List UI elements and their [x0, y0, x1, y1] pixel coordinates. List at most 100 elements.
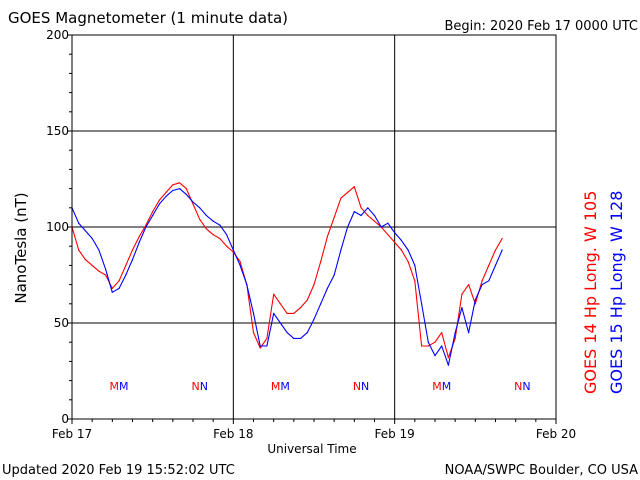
data-point: [84, 259, 86, 261]
data-point: [421, 303, 423, 305]
axes: 0 50 100 150 200 Feb 17 Feb 18 Feb 19 Feb 20: [46, 28, 576, 441]
data-point: [488, 264, 490, 266]
data-point: [179, 188, 181, 190]
data-point: [367, 207, 369, 209]
data-point: [111, 291, 113, 293]
data-point: [125, 264, 127, 266]
y-tick-label: 150: [46, 124, 69, 138]
data-point: [454, 332, 456, 334]
data-point: [494, 249, 497, 251]
data-point: [172, 189, 174, 192]
data-point: [501, 237, 503, 240]
data-point: [98, 270, 100, 272]
data-point: [320, 303, 322, 305]
data-point: [407, 249, 409, 251]
data-point: [185, 193, 187, 195]
annotations: MM NN MM NN MM NN: [110, 380, 531, 393]
source-label: NOAA/SWPC Boulder, CO USA: [445, 463, 638, 478]
data-point: [353, 211, 355, 213]
data-point: [145, 226, 147, 228]
data-point: [172, 184, 174, 186]
data-point: [185, 188, 187, 190]
data-point: [340, 197, 342, 199]
annotation-mm: MM: [432, 380, 451, 393]
data-point: [488, 280, 490, 282]
data-point: [387, 222, 389, 224]
data-point: [306, 299, 308, 301]
data-point: [494, 264, 497, 266]
series-goes14: [71, 182, 503, 359]
data-point: [427, 341, 429, 343]
data-point: [447, 364, 449, 366]
data-point: [300, 307, 302, 309]
data-point: [306, 332, 308, 334]
data-point: [326, 287, 328, 289]
data-point: [481, 280, 483, 282]
annotation-mm: MM: [271, 380, 290, 393]
data-point: [279, 303, 281, 305]
grid: [72, 35, 556, 419]
data-point: [333, 274, 335, 276]
data-point: [111, 287, 113, 289]
data-point: [158, 199, 160, 201]
data-point: [219, 237, 221, 240]
data-point: [84, 230, 86, 232]
annotation-nn: NN: [191, 380, 207, 393]
data-point: [414, 280, 416, 282]
data-point: [501, 249, 503, 251]
data-point: [313, 318, 315, 320]
data-point: [158, 203, 160, 205]
x-tick-label: Feb 18: [213, 427, 253, 441]
data-point: [481, 284, 483, 286]
data-point: [286, 312, 288, 314]
y-tick-label: 200: [46, 28, 69, 42]
data-point: [252, 312, 255, 314]
data-point: [461, 293, 463, 295]
data-point: [447, 357, 449, 359]
data-point: [179, 182, 181, 184]
data-point: [118, 280, 120, 282]
data-point: [199, 207, 201, 209]
x-tick-label: Feb 17: [52, 427, 92, 441]
annotation-nn: NN: [514, 380, 530, 393]
data-point: [266, 337, 268, 339]
data-point: [421, 345, 423, 347]
data-point: [394, 232, 396, 234]
data-point: [320, 261, 322, 263]
data-point: [145, 224, 147, 226]
data-point: [152, 211, 154, 213]
data-point: [273, 312, 275, 314]
data-point: [212, 220, 214, 222]
data-point: [78, 249, 80, 251]
data-point: [461, 307, 463, 309]
data-point: [199, 218, 201, 220]
data-point: [192, 203, 194, 205]
data-point: [373, 220, 376, 222]
data-point: [360, 214, 362, 217]
data-point: [259, 347, 261, 349]
data-point: [286, 332, 288, 334]
y-tick-label: 50: [54, 316, 69, 330]
data-point: [138, 236, 140, 238]
data-point: [474, 299, 476, 301]
data-point: [205, 228, 207, 230]
begin-label: Begin: 2020 Feb 17 0000 UTC: [444, 19, 638, 34]
data-point: [118, 287, 120, 289]
data-point: [468, 284, 470, 286]
data-point: [131, 259, 134, 261]
data-point: [239, 264, 241, 266]
legend-goes15: GOES 15 Hp Long. W 128: [607, 191, 626, 394]
data-point: [226, 245, 228, 247]
data-point: [407, 261, 409, 263]
data-point: [394, 241, 396, 243]
data-point: [293, 337, 295, 339]
data-point: [232, 249, 234, 251]
data-point: [165, 191, 167, 193]
data-point: [347, 191, 349, 193]
data-point: [212, 234, 214, 236]
series-line: [71, 182, 503, 359]
data-point: [454, 337, 456, 339]
data-point: [340, 249, 342, 251]
data-point: [131, 249, 134, 251]
